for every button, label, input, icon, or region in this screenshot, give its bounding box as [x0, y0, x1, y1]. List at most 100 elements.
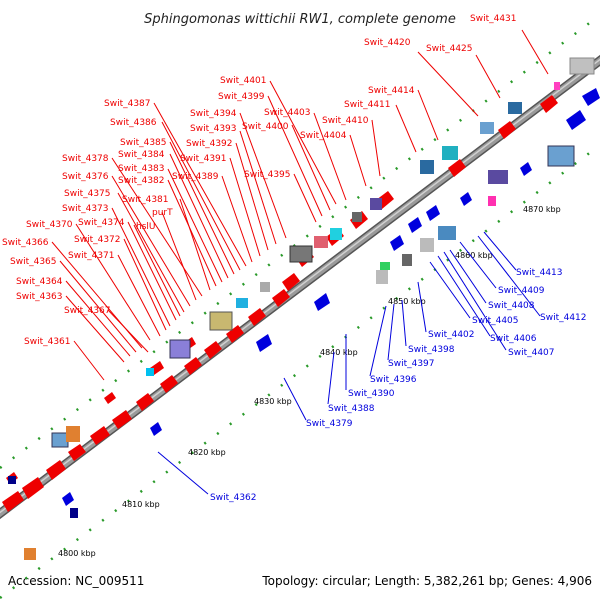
feature-box [438, 226, 456, 240]
tick-label: 4830 kbp [254, 397, 292, 406]
feature-box [209, 311, 233, 331]
gene-label: Swit_4385 [120, 138, 167, 148]
feature-box [380, 262, 390, 270]
feature-box [8, 476, 16, 484]
feature-box [488, 196, 496, 206]
tick-labels: 4800 kbp 4810 kbp 4820 kbp 4830 kbp 4840… [58, 205, 561, 558]
gene-arrow [314, 293, 330, 311]
gene-label: Swit_4402 [428, 330, 475, 340]
gene-label: Swit_4372 [74, 235, 121, 245]
gene-arrow [136, 393, 154, 411]
gene-label: Swit_4399 [218, 92, 265, 102]
gene-arrow [282, 273, 300, 291]
feature-box [236, 298, 248, 308]
gene-arrow [68, 444, 86, 461]
gene-label: Swit_4400 [242, 122, 289, 132]
gene-label: Swit_4410 [322, 116, 369, 126]
reverse-strand-genes [24, 88, 600, 560]
gene-label: Swit_4393 [190, 124, 237, 134]
gene-arrow [204, 341, 222, 359]
gene-arrow [150, 422, 162, 436]
gene-arrow [2, 491, 24, 512]
gene-label: Swit_4362 [210, 493, 257, 503]
tick-label: 4800 kbp [58, 549, 96, 558]
feature-box [24, 548, 36, 560]
gene-label: Swit_4394 [190, 109, 237, 119]
gene-arrow [184, 357, 202, 375]
gene-label: Swit_4374 [78, 218, 125, 228]
gene-arrow [90, 426, 110, 445]
tick-label: 4860 kbp [455, 251, 493, 260]
gene-label: Swit_4383 [118, 164, 165, 174]
gene-label: Swit_4390 [348, 389, 395, 399]
feature-box [488, 170, 508, 184]
feature-box [376, 270, 388, 284]
gene-label: Swit_4387 [104, 99, 151, 109]
reverse-gene-labels: Swit_4362 Swit_4379 Swit_4388 Swit_4390 … [210, 268, 587, 503]
gene-arrow [540, 95, 558, 113]
gene-arrow [256, 334, 272, 352]
feature-box [146, 368, 154, 376]
gene-arrow [22, 477, 44, 499]
gene-label: Swit_4373 [62, 204, 109, 214]
gene-label: Swit_4431 [470, 14, 517, 24]
gene-label: Swit_4413 [516, 268, 563, 278]
gene-label: Swit_4381 [122, 195, 169, 205]
feature-box [402, 254, 412, 266]
feature-box [169, 339, 191, 359]
gene-label: Swit_4401 [220, 76, 267, 86]
gene-label: Swit_4420 [364, 38, 411, 48]
gene-label: Swit_4409 [498, 286, 545, 296]
gene-label: Swit_4406 [490, 334, 537, 344]
gene-label: Swit_4412 [540, 313, 587, 323]
genome-summary: Topology: circular; Length: 5,382,261 bp… [261, 574, 592, 588]
gene-arrow [160, 375, 178, 393]
gene-arrow [448, 159, 466, 177]
gene-label: Swit_4379 [306, 419, 353, 429]
gene-arrow [408, 217, 422, 233]
feature-box [442, 146, 458, 160]
reverse-leader-lines [157, 231, 541, 495]
gene-arrow [248, 308, 266, 326]
gene-label: Swit_4407 [508, 348, 555, 358]
gene-label: Swit_4405 [472, 316, 519, 326]
gene-label: Swit_4392 [186, 139, 233, 149]
gene-label: Swit_4404 [300, 131, 347, 141]
gene-label: Swit_4425 [426, 44, 473, 54]
gene-label: Swit_4361 [24, 337, 71, 347]
feature-box [352, 212, 362, 222]
gene-arrow [272, 289, 290, 307]
feature-box [70, 508, 78, 518]
tick-label: 4810 kbp [122, 500, 160, 509]
forward-leader-lines [51, 29, 549, 381]
gene-label: Swit_4365 [10, 257, 57, 267]
gene-label: Swit_4389 [172, 172, 219, 182]
gene-label: Swit_4388 [328, 404, 375, 414]
gene-arrow [62, 492, 74, 506]
gene-arrow [582, 88, 600, 106]
feature-box [480, 122, 494, 134]
feature-box [370, 198, 382, 210]
gene-label: Swit_4376 [62, 172, 109, 182]
gene-arrow [390, 235, 404, 251]
feature-box [330, 228, 342, 240]
gene-arrow [46, 460, 66, 480]
feature-box [66, 426, 80, 442]
gene-arrow [112, 410, 132, 429]
gene-label: Swit_4391 [180, 154, 227, 164]
feature-box [420, 238, 434, 252]
feature-box [260, 282, 270, 292]
gene-label: Swit_4363 [16, 292, 63, 302]
gene-label: hslU [136, 222, 155, 232]
gene-label: Swit_4364 [16, 277, 63, 287]
gene-label: Swit_4396 [370, 375, 417, 385]
gene-label: Swit_4366 [2, 238, 49, 248]
gene-label: Swit_4370 [26, 220, 73, 230]
feature-box [569, 57, 595, 75]
gene-arrow [520, 162, 532, 176]
feature-boxes [8, 57, 595, 484]
gene-label: Swit_4398 [408, 345, 455, 355]
gene-arrow [460, 192, 472, 206]
gene-arrow [566, 110, 586, 130]
